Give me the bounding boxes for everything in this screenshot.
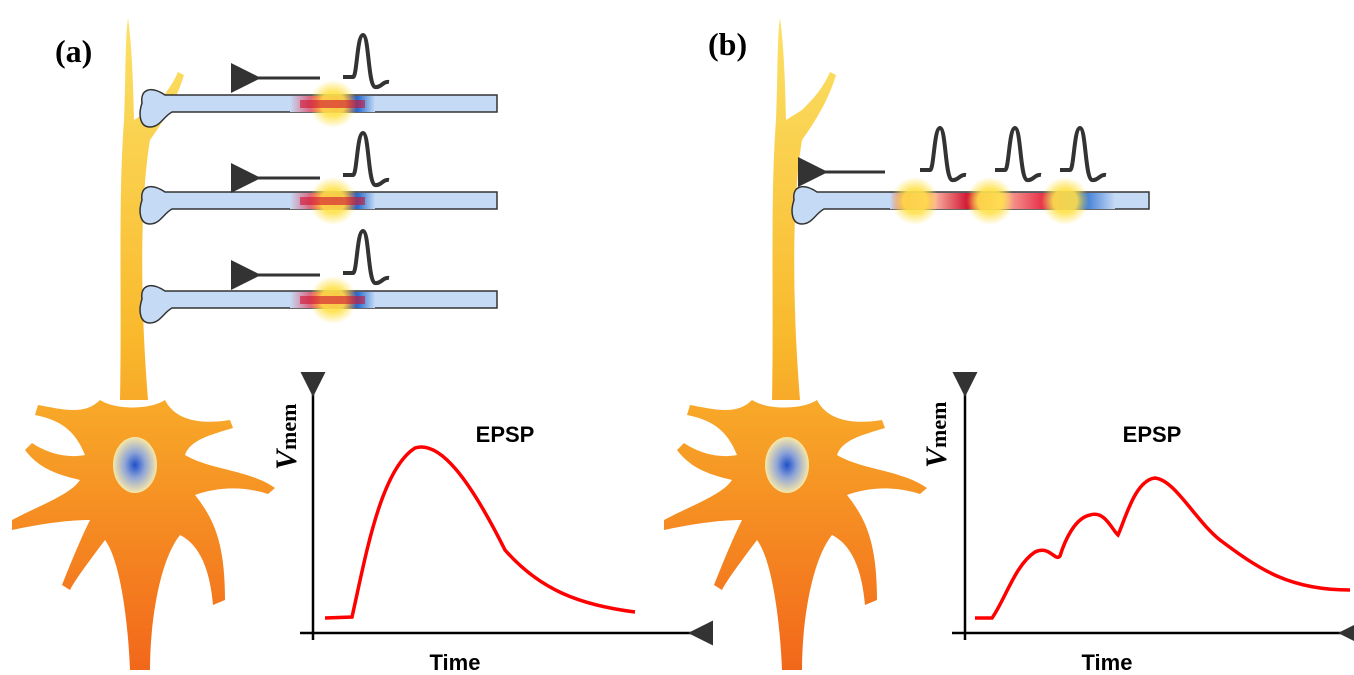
neuron — [664, 18, 927, 670]
x-axis-label: Time — [1082, 650, 1133, 675]
x-axis-label: Time — [430, 650, 481, 675]
plot-title: EPSP — [1123, 422, 1182, 447]
epsp-plot: EPSP Vmem Time — [920, 372, 1354, 675]
y-axis-label: Vmem — [920, 402, 953, 468]
axon-terminal — [791, 126, 1150, 225]
panel-label: (b) — [708, 26, 747, 62]
epsp-plot: EPSP Vmem Time — [270, 372, 713, 675]
plot-title: EPSP — [476, 422, 535, 447]
axon-terminals — [139, 33, 498, 324]
panel-label: (a) — [55, 33, 92, 69]
y-axis-label: Vmem — [270, 404, 303, 470]
